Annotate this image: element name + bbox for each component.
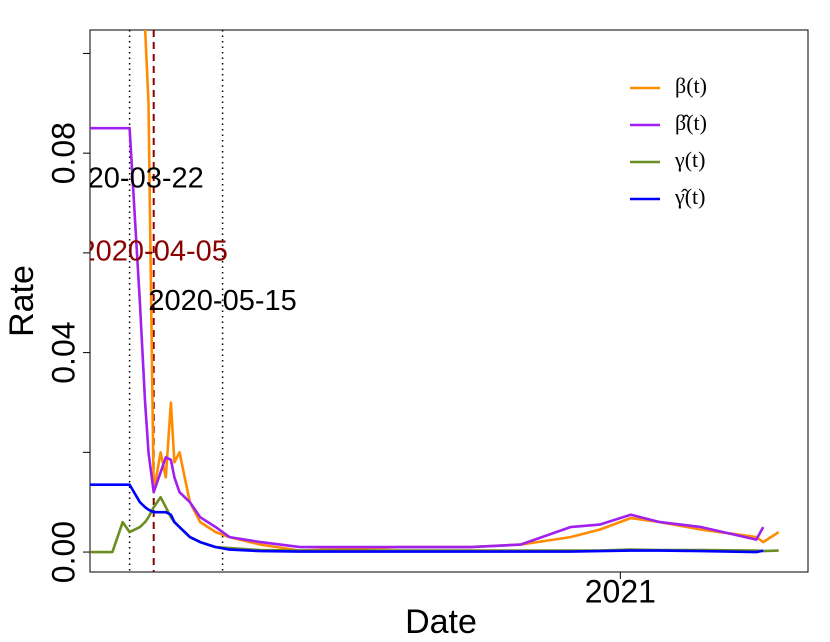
annotation: 2020-04-05 [80, 236, 228, 268]
legend-label: β̂(t) [675, 110, 707, 135]
y-tick-label: 0.04 [45, 321, 81, 383]
plot-frame [89, 29, 809, 573]
series-line [90, 483, 764, 554]
y-tick-label: 0.08 [45, 122, 81, 184]
series-line [90, 126, 765, 549]
legend-label: γ(t) [674, 147, 706, 172]
x-tick-label: 2021 [585, 573, 656, 609]
annotation: 2020-05-15 [148, 285, 296, 317]
y-tick-label: 0.00 [45, 521, 81, 583]
plot-area: 2020-03-22 2020-04-05 2020-05-15 [55, 30, 780, 572]
y-axis-title: Rate [3, 265, 41, 337]
x-axis-title: Date [405, 603, 477, 641]
annotation: 2020-03-22 [55, 163, 203, 195]
legend-label: β(t) [675, 73, 707, 98]
legend-label: γ̂(t) [674, 184, 706, 209]
